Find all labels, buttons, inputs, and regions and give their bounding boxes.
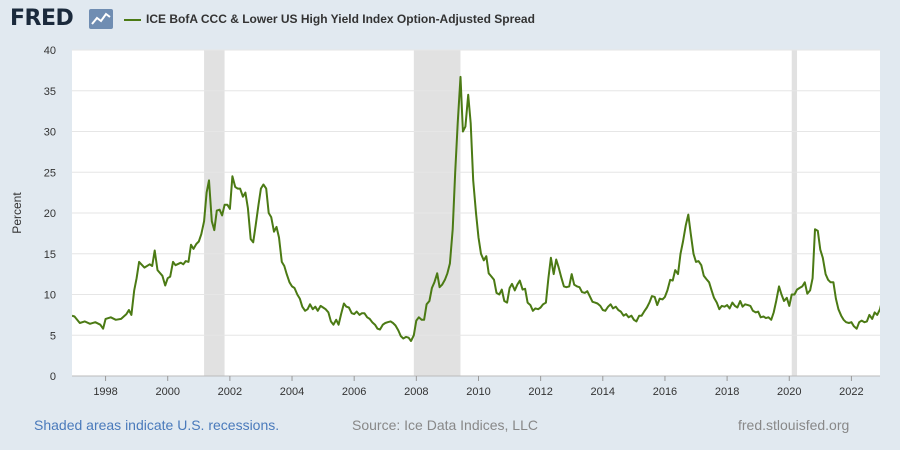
series-lines	[72, 75, 880, 342]
y-tick-label: 5	[50, 330, 56, 342]
x-tick-label: 2018	[715, 386, 739, 398]
x-tick-label: 2008	[404, 386, 428, 398]
x-tick-label: 2004	[280, 386, 304, 398]
y-axis-label: Percent	[10, 192, 24, 234]
x-tick-label: 1998	[93, 386, 117, 398]
y-tick-label: 20	[44, 208, 56, 220]
chart-footer: Shaded areas indicate U.S. recessions. S…	[0, 412, 900, 436]
source-text: Source: Ice Data Indices, LLC	[352, 417, 538, 433]
line-chart: 0 5 10 15 20 25 30 35 40 1998 2000 2002 2004 2006 200…	[10, 45, 880, 398]
y-tick-label: 35	[44, 86, 56, 98]
x-tick-label: 2022	[839, 386, 863, 398]
y-tick-label: 10	[44, 290, 56, 302]
x-tick-label: 2014	[591, 386, 615, 398]
chart-logo-icon	[89, 9, 113, 29]
y-tick-label: 40	[44, 45, 56, 57]
recession-note-link[interactable]: Shaded areas indicate U.S. recessions.	[34, 417, 280, 433]
x-tick-label: 2000	[155, 386, 179, 398]
x-tick-label: 2012	[528, 386, 552, 398]
legend-label: ICE BofA CCC & Lower US High Yield Index…	[146, 12, 535, 26]
x-tick-label: 2016	[653, 386, 677, 398]
y-tick-label: 15	[44, 249, 56, 261]
site-link[interactable]: fred.stlouisfed.org	[738, 417, 850, 433]
y-axis-ticks: 0 5 10 15 20 25 30 35 40	[44, 45, 56, 383]
y-tick-label: 0	[50, 371, 56, 383]
legend-swatch	[124, 19, 141, 21]
fred-logo[interactable]: FRED	[10, 6, 74, 31]
y-tick-label: 25	[44, 167, 56, 179]
x-axis-ticks: 1998 2000 2002 2004 2006 2008 2010 2012 2014 2016…	[93, 376, 864, 398]
x-tick-label: 2010	[466, 386, 490, 398]
x-tick-label: 2002	[218, 386, 242, 398]
x-tick-label: 2006	[342, 386, 366, 398]
y-tick-label: 30	[44, 127, 56, 139]
chart-header: FRED ICE BofA CCC & Lower US High Yield …	[0, 0, 900, 40]
x-tick-label: 2020	[777, 386, 801, 398]
series-line	[72, 75, 880, 342]
